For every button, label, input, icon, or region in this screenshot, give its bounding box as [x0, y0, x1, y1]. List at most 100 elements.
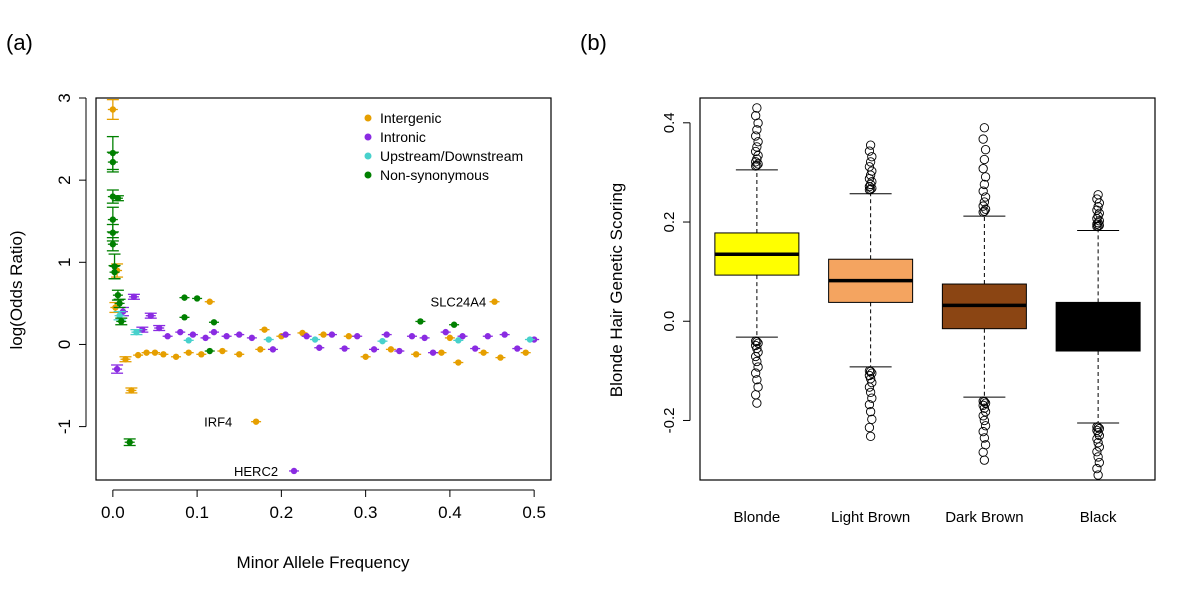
x-axis-label-a: Minor Allele Frequency [237, 553, 410, 572]
outlier-low-5 [1094, 430, 1104, 441]
outlier-high-1 [1093, 221, 1103, 231]
point-marker [114, 195, 122, 202]
data-point-intergenic-21 [343, 333, 354, 340]
legend-label-2: Upstream/Downstream [380, 148, 523, 164]
y-tick-label-a-2: 1 [55, 258, 74, 267]
outlier-high-5 [1094, 216, 1104, 226]
box-body [828, 258, 914, 303]
outlier-low-4 [1093, 428, 1103, 438]
outlier-high-6 [751, 146, 761, 157]
category-label-2: Dark Brown [945, 509, 1023, 526]
outlier-high-6 [978, 186, 988, 196]
outlier-low-12 [751, 390, 761, 400]
point-marker [429, 349, 437, 356]
point-marker [128, 387, 135, 394]
outlier-high-2 [1094, 220, 1104, 231]
outlier-low-1 [752, 337, 762, 347]
outlier-low-1 [1093, 422, 1103, 433]
legend-marker-2 [364, 152, 372, 160]
data-point-non-synonymous-7 [108, 264, 121, 280]
data-point-intergenic-5 [133, 351, 144, 359]
point-marker [362, 353, 369, 360]
data-point-intronic-13 [246, 334, 257, 342]
point-marker [181, 314, 188, 321]
outlier-high-3 [751, 157, 761, 167]
point-marker [354, 333, 361, 340]
data-point-intronic-30 [470, 345, 481, 352]
point-marker [177, 328, 184, 336]
data-point-intergenic-22 [360, 353, 371, 360]
data-point-intergenic-6 [141, 349, 152, 356]
outlier-low-2 [1094, 423, 1104, 434]
data-point-intronic-20 [339, 345, 350, 352]
outlier-low-6 [978, 411, 988, 421]
legend-marker-0 [364, 114, 372, 122]
point-marker [189, 331, 197, 338]
data-point-intronic-32 [499, 331, 510, 338]
outlier-low-11 [867, 414, 877, 424]
data-point-intronic-29 [457, 333, 468, 340]
outlier-low-4 [752, 343, 762, 354]
outlier-high-12 [751, 111, 761, 121]
outlier-low-13 [1093, 470, 1103, 480]
point-marker [320, 331, 327, 338]
data-point-intronic-18 [314, 344, 325, 351]
data-point-intergenic-8 [158, 351, 169, 358]
point-marker [155, 324, 163, 332]
data-point-intergenic-15 [251, 418, 262, 425]
point-marker [160, 351, 167, 358]
outlier-high-11 [980, 145, 991, 155]
point-marker [501, 331, 508, 338]
outlier-high-8 [753, 137, 763, 147]
data-point-intronic-10 [208, 328, 219, 336]
point-marker [116, 300, 123, 307]
data-point-non-synonymous-10 [113, 298, 126, 309]
outlier-low-1 [865, 366, 876, 377]
data-point-intronic-14 [267, 346, 278, 353]
point-marker [526, 336, 534, 343]
data-point-intergenic-30 [495, 354, 506, 361]
outlier-high-9 [978, 163, 988, 174]
outlier-low-12 [1092, 463, 1102, 474]
outlier-high-12 [864, 146, 875, 156]
point-marker [446, 334, 454, 342]
point-marker [379, 337, 386, 345]
data-point-upstream-downstream-5 [377, 337, 388, 345]
y-tick-label-a-1: 0 [55, 340, 74, 349]
point-marker [172, 353, 180, 360]
outlier-low-13 [752, 398, 762, 408]
outlier-high-5 [867, 177, 877, 187]
point-marker [252, 418, 260, 425]
point-marker [442, 328, 449, 336]
outlier-low-6 [1092, 434, 1102, 444]
outlier-low-10 [979, 433, 990, 443]
data-point-intronic-0 [111, 364, 124, 374]
outlier-high-11 [1094, 198, 1104, 208]
outlier-low-5 [753, 347, 763, 357]
outlier-low-0 [1092, 422, 1102, 432]
data-point-intronic-12 [234, 331, 245, 338]
outlier-high-9 [1092, 205, 1102, 215]
category-label-0: Blonde [734, 509, 781, 526]
outlier-low-6 [864, 382, 875, 392]
data-point-intronic-11 [221, 333, 232, 340]
outlier-low-10 [752, 375, 762, 385]
data-point-upstream-downstream-7 [524, 336, 535, 343]
outlier-low-11 [1094, 457, 1104, 468]
point-marker [181, 294, 188, 301]
outlier-low-8 [1094, 442, 1104, 452]
outlier-high-3 [1092, 219, 1102, 229]
data-point-intergenic-3 [119, 356, 132, 363]
outlier-high-8 [867, 166, 877, 176]
point-marker [257, 346, 264, 353]
point-marker [497, 354, 504, 361]
point-marker [408, 333, 416, 340]
data-point-intergenic-0 [106, 98, 119, 121]
outlier-high-7 [865, 170, 876, 180]
outlier-low-12 [864, 422, 875, 433]
box-light-brown [828, 140, 914, 441]
point-marker [130, 293, 138, 301]
point-marker [147, 312, 154, 319]
data-point-upstream-downstream-2 [183, 337, 194, 344]
y-tick-label-b-1: 0.0 [661, 311, 678, 332]
